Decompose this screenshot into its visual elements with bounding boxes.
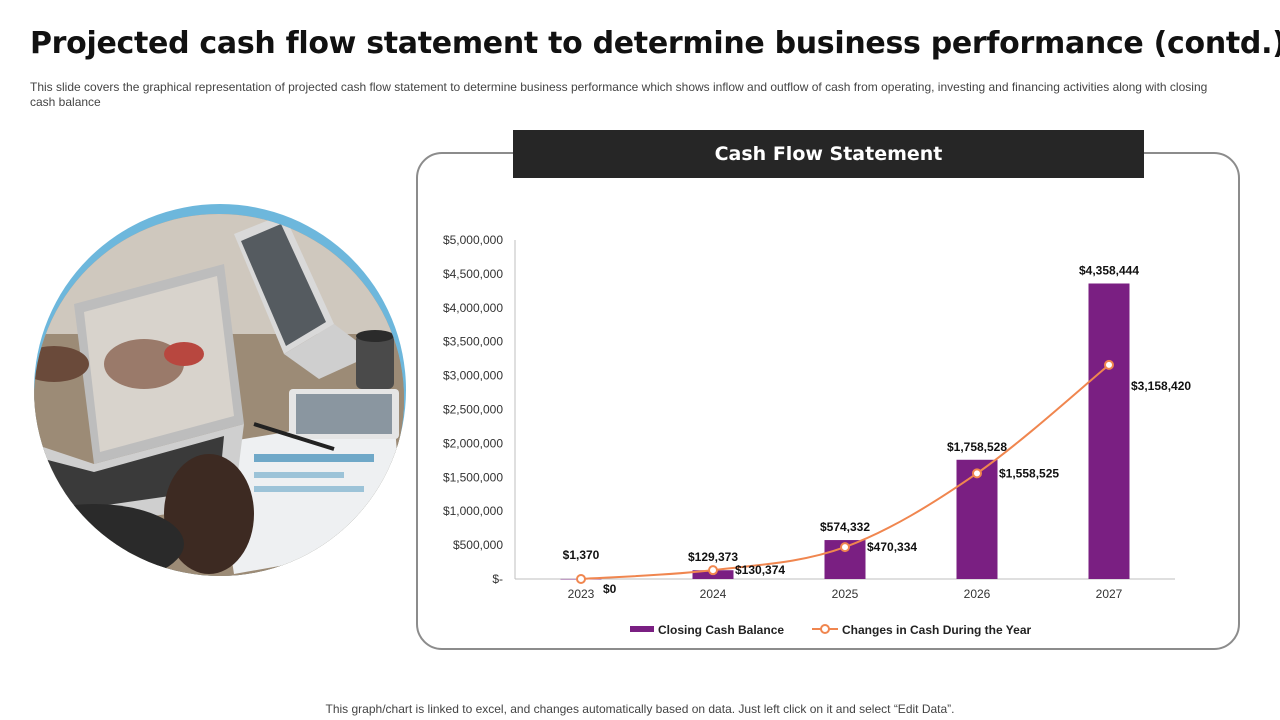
page-title: Projected cash flow statement to determi… — [30, 26, 1280, 61]
x-tick-label: 2027 — [1096, 587, 1123, 601]
chart-title: Cash Flow Statement — [513, 130, 1144, 178]
y-tick-label: $3,500,000 — [443, 335, 503, 349]
bar-data-label: $4,358,444 — [1079, 263, 1139, 277]
x-tick-label: 2024 — [700, 587, 727, 601]
bar-data-label: $1,758,528 — [947, 440, 1007, 454]
x-tick-label: 2025 — [832, 587, 859, 601]
bar-data-label: $129,373 — [688, 550, 738, 564]
bar-closing-cash-balance — [956, 459, 998, 579]
meeting-photo — [34, 204, 406, 576]
line-data-label: $0 — [603, 582, 617, 596]
line-point-changes-in-cash — [840, 542, 850, 553]
y-tick-label: $4,500,000 — [443, 267, 503, 281]
x-tick-label: 2023 — [568, 587, 595, 601]
y-tick-label: $1,500,000 — [443, 470, 503, 484]
y-tick-label: $- — [492, 572, 503, 586]
y-tick-label: $2,000,000 — [443, 436, 503, 450]
legend-marker-changes-in-cash — [820, 624, 830, 634]
line-point-changes-in-cash — [972, 468, 982, 479]
photo-content — [34, 214, 404, 576]
footer-note: This graph/chart is linked to excel, and… — [325, 702, 955, 716]
line-point-changes-in-cash — [576, 574, 586, 584]
y-tick-label: $1,000,000 — [443, 504, 503, 518]
bar-closing-cash-balance — [1088, 283, 1130, 579]
page-subtitle: This slide covers the graphical represen… — [30, 80, 1208, 109]
y-tick-label: $2,500,000 — [443, 403, 503, 417]
line-data-label: $3,158,420 — [1131, 379, 1191, 393]
y-tick-label: $3,000,000 — [443, 369, 503, 383]
legend-swatch-closing-cash-balance — [630, 626, 654, 632]
legend-label-closing-cash-balance: Closing Cash Balance — [658, 623, 784, 637]
line-data-label: $130,374 — [735, 563, 785, 577]
bar-data-label: $1,370 — [563, 548, 600, 562]
line-changes-in-cash — [580, 364, 1110, 580]
bar-data-label: $574,332 — [820, 520, 870, 534]
y-tick-label: $4,000,000 — [443, 301, 503, 315]
y-tick-label: $500,000 — [453, 538, 503, 552]
line-data-label: $1,558,525 — [999, 466, 1059, 480]
y-tick-label: $5,000,000 — [443, 233, 503, 247]
x-tick-label: 2026 — [964, 587, 991, 601]
line-data-label: $470,334 — [867, 540, 917, 554]
line-point-changes-in-cash — [1104, 359, 1114, 370]
line-point-changes-in-cash — [708, 565, 718, 576]
legend-label-changes-in-cash: Changes in Cash During the Year — [842, 623, 1031, 637]
